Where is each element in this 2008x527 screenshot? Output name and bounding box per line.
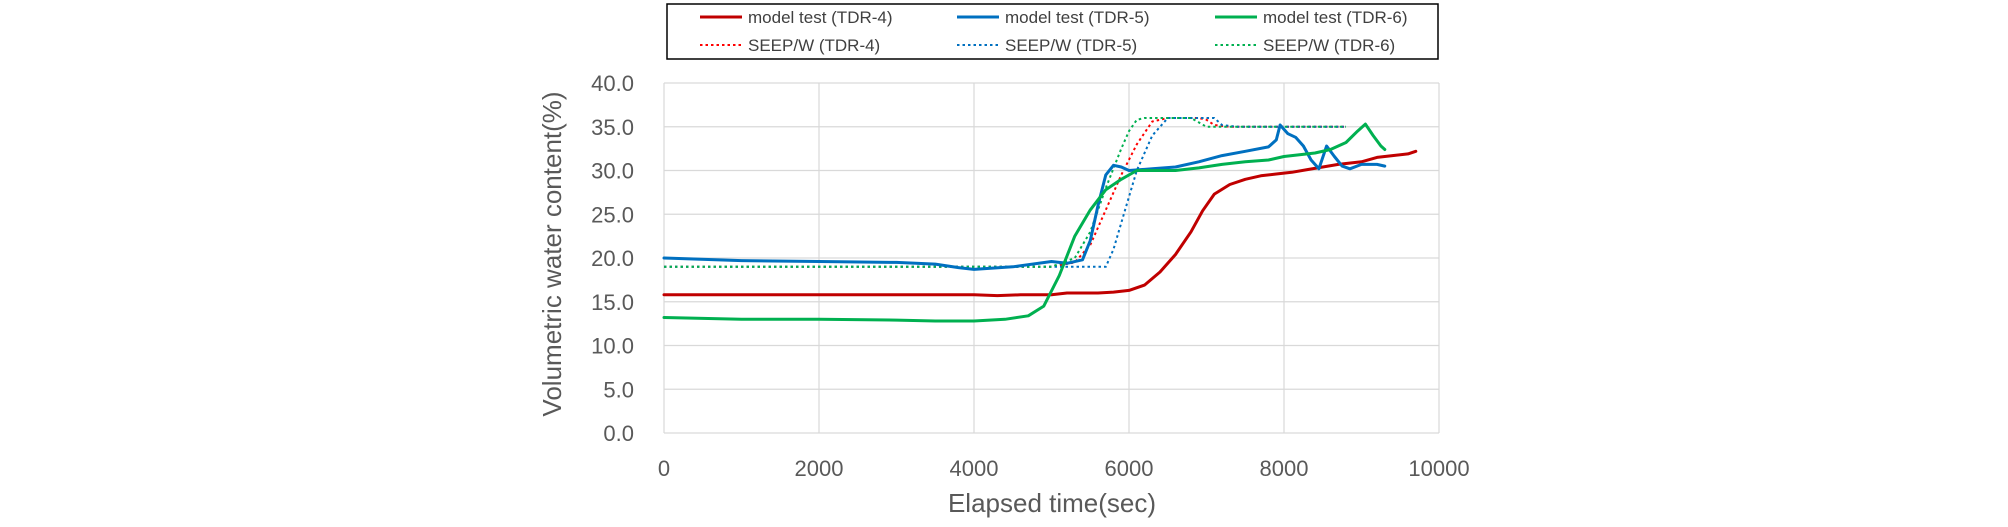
series-line-0 [662, 149, 1418, 298]
x-tick-label: 2000 [795, 456, 844, 481]
y-tick-label: 25.0 [591, 202, 634, 227]
y-tick-label: 10.0 [591, 334, 634, 359]
legend-label: SEEP/W (TDR-6) [1263, 36, 1395, 55]
y-tick-label: 5.0 [603, 377, 634, 402]
x-axis-title: Elapsed time(sec) [948, 488, 1156, 518]
x-tick-label: 4000 [950, 456, 999, 481]
legend-label: model test (TDR-4) [748, 8, 893, 27]
legend-label: model test (TDR-5) [1005, 8, 1150, 27]
y-tick-label: 0.0 [603, 421, 634, 446]
y-tick-label: 35.0 [591, 115, 634, 140]
legend-label: SEEP/W (TDR-4) [748, 36, 880, 55]
series-line-4 [664, 117, 1346, 268]
x-tick-label: 10000 [1408, 456, 1469, 481]
tick-labels: 0.0 5.0 10.0 15.0 20.0 25.0 30.0 35.0 40.0 0 2000 4… [591, 71, 1469, 481]
series-line-2 [662, 122, 1387, 323]
y-tick-label: 15.0 [591, 290, 634, 315]
legend: model test (TDR-4) model test (TDR-5) mode… [666, 3, 1439, 60]
legend-label: SEEP/W (TDR-5) [1005, 36, 1137, 55]
x-tick-label: 6000 [1105, 456, 1154, 481]
plot-series [662, 117, 1418, 323]
gridlines [663, 82, 1440, 434]
legend-box [666, 3, 1439, 60]
x-tick-label: 8000 [1260, 456, 1309, 481]
x-tick-label: 0 [658, 456, 670, 481]
y-tick-label: 30.0 [591, 159, 634, 184]
y-axis-title: Volumetric water content(%) [537, 91, 567, 416]
y-tick-label: 20.0 [591, 246, 634, 271]
y-tick-label: 40.0 [591, 71, 634, 96]
series-line-1 [662, 123, 1387, 271]
legend-label: model test (TDR-6) [1263, 8, 1408, 27]
